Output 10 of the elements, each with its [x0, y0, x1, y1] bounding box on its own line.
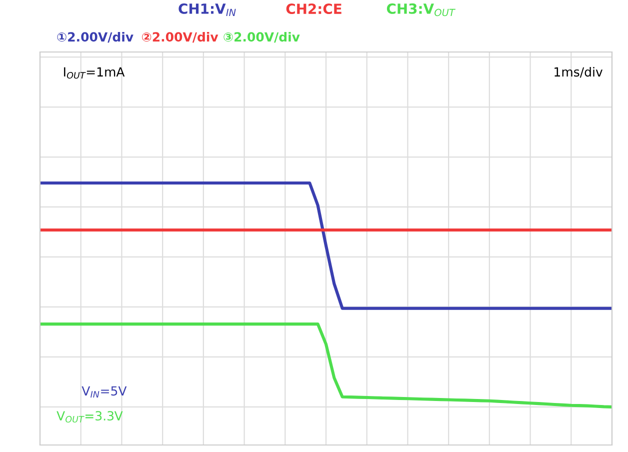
text: CH2:CE	[286, 4, 342, 14]
text: ②2.00V/div	[142, 32, 218, 43]
text: ③2.00V/div	[224, 32, 300, 43]
text: CH1:V$_{IN}$	[178, 3, 236, 16]
text: CH3:V$_{OUT}$	[386, 3, 456, 16]
text: I$_{OUT}$=1mA	[64, 67, 125, 79]
annotation: V$_{IN}$=5V	[82, 386, 127, 398]
text: V$_{OUT}$=3.3V	[56, 411, 123, 423]
text: ①2.00V/div	[57, 32, 134, 43]
text: 1ms/div	[554, 66, 603, 78]
